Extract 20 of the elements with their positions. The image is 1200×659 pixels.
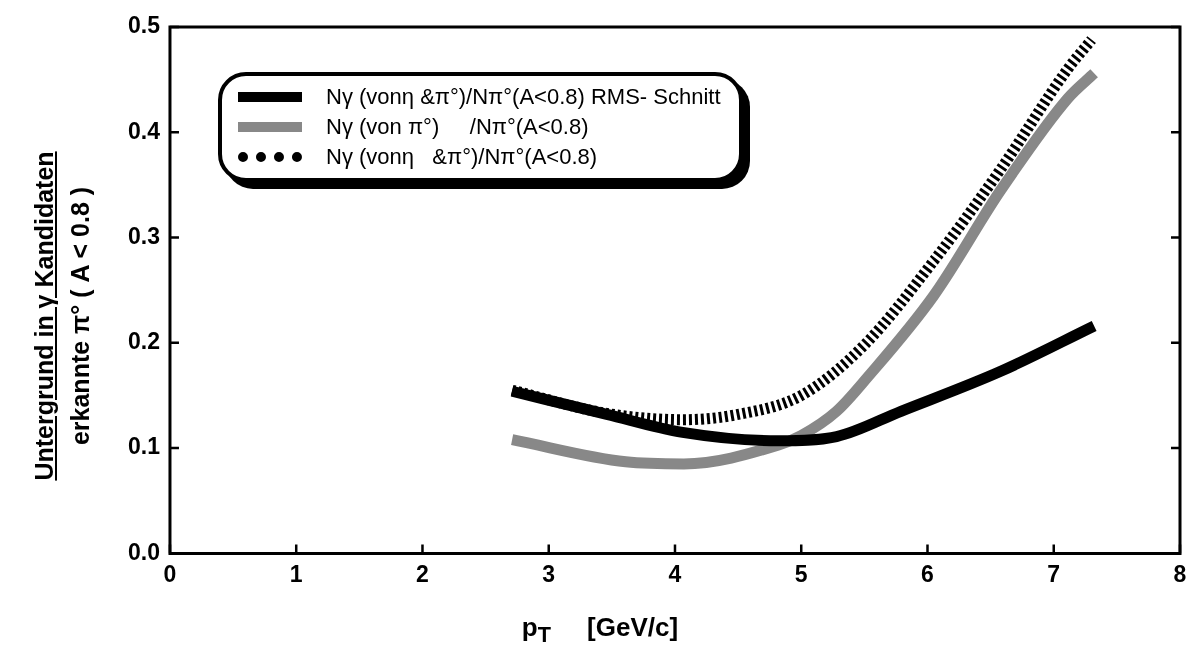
x-tick-label: 4: [668, 560, 682, 587]
x-tick-label: 1: [289, 560, 303, 587]
y-tick-label: 0.1: [127, 433, 161, 460]
y-axis-title: Untergrund in γ Kandidaten erkannte π° ( A < 0.8 ): [29, 150, 95, 483]
legend-label: Nγ (vonη &π°)/Nπ°(A<0.8) RMS- Schnitt: [326, 84, 721, 110]
y-tick-label: 0.0: [127, 538, 160, 565]
x-tick-label: 2: [416, 560, 429, 587]
x-tick-label: 5: [794, 560, 808, 587]
text: p$_{T}$ [GeV/c]: [521, 612, 679, 648]
x-tick-label: 7: [1047, 560, 1061, 587]
legend-label: Nγ (vonη &π°)/Nπ°(A<0.8): [326, 144, 598, 170]
x-tick-label: 6: [921, 560, 934, 587]
legend-label: Nγ (von π°) /Nπ°(A<0.8): [326, 114, 589, 140]
y-tick-label: 0.5: [127, 12, 161, 39]
x-tick-label: 0: [163, 560, 177, 587]
x-tick-label: 3: [542, 560, 556, 587]
y-tick-label: 0.2: [127, 328, 160, 355]
y-tick-label: 0.3: [127, 222, 160, 249]
y-tick-label: 0.4: [127, 117, 161, 144]
x-tick-label: 8: [1173, 560, 1187, 587]
